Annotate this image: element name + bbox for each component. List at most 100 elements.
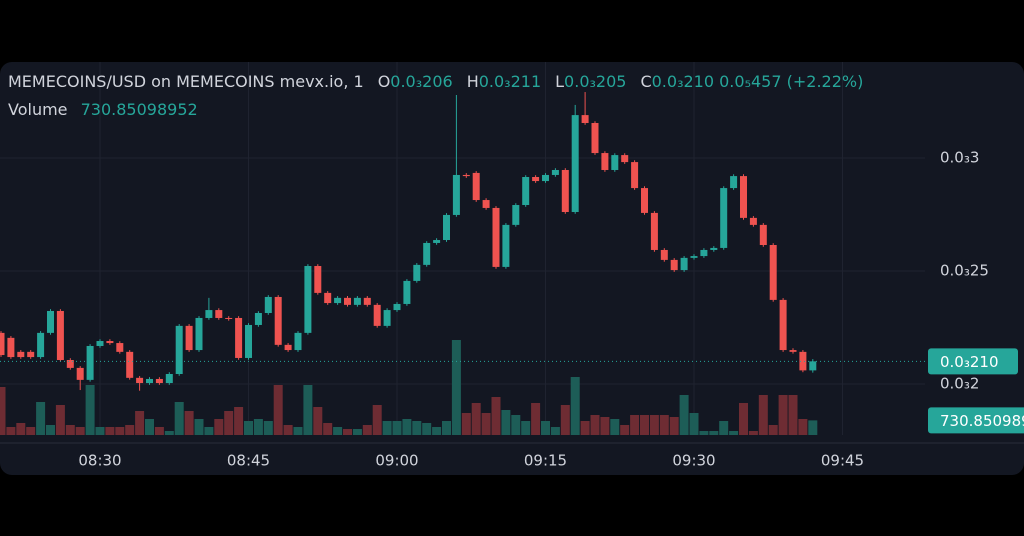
x-tick-label: 09:15 (524, 452, 567, 470)
candle-body (274, 296, 282, 345)
ohlc-key: H (466, 72, 479, 91)
candle-body (254, 313, 262, 325)
candle-body (363, 297, 371, 305)
volume-bar (580, 421, 590, 435)
volume-bar (649, 415, 659, 435)
volume-bar (451, 340, 461, 435)
volume-bar (560, 405, 570, 435)
candle-body (215, 310, 223, 318)
candle-body (482, 200, 490, 208)
candle-body (205, 310, 213, 318)
candle-body (96, 341, 104, 346)
candle-body (423, 242, 431, 265)
volume-bar (382, 421, 392, 435)
candle-body (601, 153, 609, 170)
candle-body (116, 343, 124, 352)
candle-body (542, 174, 549, 182)
volume-bar (758, 395, 768, 435)
volume-bar (699, 431, 709, 435)
volume-bar (204, 427, 214, 435)
candle-body (146, 378, 153, 384)
symbol: MEMECOINS/USD on MEMECOINS mevx.io, 1 (8, 72, 364, 91)
ohlc-value: 0.0₃205 (564, 72, 627, 91)
candle-body (195, 317, 203, 351)
candle-body (779, 299, 787, 351)
candle-body (7, 337, 15, 358)
candle-body (443, 214, 450, 241)
volume-bar (214, 419, 224, 435)
volume-bar (541, 421, 550, 435)
volume-bar (95, 427, 105, 435)
candle-body (86, 345, 94, 380)
candle-body (581, 115, 589, 123)
candle-body (0, 332, 5, 356)
candle-body (670, 259, 678, 271)
volume-bar (689, 413, 699, 435)
volume-bar (412, 421, 422, 435)
candle-body (175, 325, 183, 375)
candle-body (660, 249, 668, 260)
candle-body (512, 205, 520, 225)
volume-bar (253, 419, 263, 435)
volume-bar (709, 431, 719, 435)
x-tick-label: 09:45 (821, 452, 864, 470)
volume-bar (748, 431, 758, 435)
candle-body (264, 296, 272, 314)
volume-bar (491, 397, 501, 435)
candle-body (324, 292, 332, 304)
candle-body (571, 115, 579, 213)
candle-body (611, 155, 619, 170)
candle-body (314, 266, 322, 293)
volume-bar (323, 423, 333, 435)
volume-value: 730.85098952 (80, 100, 198, 119)
volume-bar (85, 385, 95, 435)
candle-body (225, 317, 233, 319)
candle-body (631, 162, 639, 189)
candle-body (749, 217, 757, 225)
volume-tag-label: 730.85098952 (940, 412, 1024, 430)
candle-body (650, 212, 658, 250)
volume-bar (402, 419, 412, 435)
volume-bar (154, 427, 164, 435)
volume-bar (234, 407, 244, 435)
volume-bar (194, 419, 204, 435)
candle-body (809, 361, 817, 371)
volume-bar (501, 410, 511, 435)
candle-body (37, 332, 45, 358)
candle-body (185, 325, 193, 351)
volume-bar (184, 411, 194, 435)
candle-body (165, 374, 173, 384)
volume-label: Volume (8, 100, 68, 119)
y-tick-label: 0.0₃25 (940, 261, 989, 279)
candle-body (522, 176, 530, 206)
volume-bar (164, 431, 174, 435)
x-tick-label: 09:00 (375, 452, 418, 470)
volume-tag-group: 730.85098952 (928, 407, 1024, 434)
x-tick-label: 08:30 (78, 452, 121, 470)
volume-bar (26, 427, 36, 435)
volume-bar (442, 421, 451, 435)
candle-body (759, 224, 767, 245)
price-legend: MEMECOINS/USD on MEMECOINS mevx.io, 1 O0.… (8, 68, 863, 96)
candle-body (373, 304, 381, 326)
volume-bar (343, 429, 352, 435)
candle-body (155, 378, 163, 384)
volume-legend: Volume 730.85098952 (8, 96, 863, 124)
ohlc-value: 0.0₃206 (390, 72, 453, 91)
candle-body (462, 174, 470, 177)
candle-body (730, 176, 738, 189)
volume-bar (224, 411, 234, 435)
volume-bar (600, 417, 610, 435)
candle-body (532, 176, 540, 182)
candle-body (472, 172, 480, 201)
candle-body (789, 350, 797, 352)
candle-body (433, 240, 441, 243)
volume-bar (244, 421, 253, 435)
volume-bar (729, 431, 739, 435)
volume-bar (531, 403, 541, 435)
volume-bar (273, 385, 283, 435)
candle-body (769, 244, 777, 300)
x-tick-label: 08:45 (227, 452, 270, 470)
volume-bar (105, 427, 115, 435)
